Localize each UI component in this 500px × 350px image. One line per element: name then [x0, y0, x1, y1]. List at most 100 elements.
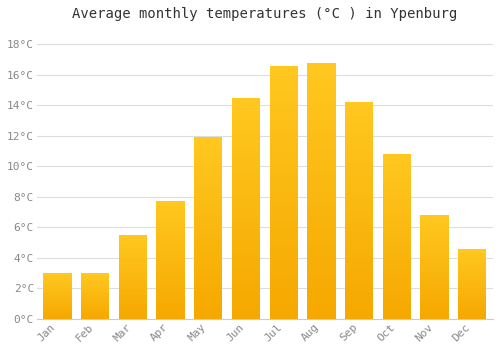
Bar	[382, 293, 411, 296]
Bar	[118, 253, 147, 255]
Bar	[270, 121, 298, 126]
Bar	[118, 235, 147, 319]
Bar	[118, 260, 147, 262]
Bar	[270, 81, 298, 86]
Bar	[44, 278, 72, 279]
Bar	[270, 152, 298, 157]
Bar	[308, 216, 336, 222]
Bar	[420, 252, 448, 254]
Bar	[345, 146, 374, 150]
Bar	[382, 302, 411, 306]
Bar	[118, 302, 147, 304]
Bar	[420, 244, 448, 246]
Bar	[44, 279, 72, 280]
Bar	[308, 262, 336, 268]
Bar	[458, 306, 486, 308]
Bar	[118, 259, 147, 260]
Bar	[458, 257, 486, 259]
Bar	[44, 288, 72, 289]
Bar	[118, 304, 147, 306]
Bar	[308, 114, 336, 119]
Bar	[458, 261, 486, 263]
Bar	[270, 147, 298, 152]
Bar	[308, 283, 336, 288]
Bar	[44, 309, 72, 310]
Bar	[156, 316, 184, 319]
Bar	[458, 310, 486, 312]
Bar	[156, 206, 184, 209]
Bar	[270, 91, 298, 96]
Bar	[81, 303, 110, 304]
Bar	[156, 253, 184, 255]
Bar	[44, 275, 72, 276]
Bar	[44, 316, 72, 317]
Bar	[420, 302, 448, 304]
Bar	[270, 187, 298, 192]
Bar	[118, 242, 147, 243]
Bar	[270, 299, 298, 304]
Bar	[308, 211, 336, 216]
Bar	[81, 317, 110, 318]
Bar	[156, 281, 184, 284]
Bar	[458, 254, 486, 256]
Bar	[270, 273, 298, 278]
Bar	[458, 282, 486, 284]
Bar	[308, 314, 336, 319]
Bar	[458, 253, 486, 254]
Bar	[81, 298, 110, 299]
Bar	[270, 136, 298, 142]
Bar	[118, 295, 147, 297]
Bar	[345, 120, 374, 124]
Bar	[156, 262, 184, 265]
Bar	[156, 234, 184, 237]
Bar	[382, 227, 411, 230]
Bar	[458, 281, 486, 282]
Bar	[118, 277, 147, 279]
Bar	[420, 315, 448, 317]
Bar	[194, 137, 222, 319]
Bar	[232, 195, 260, 199]
Bar	[308, 109, 336, 114]
Bar	[232, 297, 260, 301]
Bar	[232, 98, 260, 102]
Bar	[194, 155, 222, 159]
Bar	[81, 288, 110, 289]
Bar	[420, 292, 448, 294]
Bar	[232, 226, 260, 230]
Bar	[232, 186, 260, 191]
Bar	[458, 267, 486, 268]
Bar	[194, 293, 222, 297]
Bar	[345, 102, 374, 319]
Bar	[458, 316, 486, 317]
Bar	[345, 172, 374, 176]
Bar	[308, 140, 336, 145]
Bar	[156, 258, 184, 260]
Bar	[156, 216, 184, 218]
Bar	[81, 312, 110, 313]
Bar	[232, 279, 260, 284]
Bar	[232, 314, 260, 319]
Bar	[44, 286, 72, 287]
Bar	[270, 314, 298, 319]
Bar	[308, 63, 336, 319]
Bar	[270, 172, 298, 177]
Bar	[458, 278, 486, 280]
Bar	[420, 223, 448, 225]
Bar	[308, 145, 336, 150]
Bar	[44, 285, 72, 286]
Bar	[156, 312, 184, 314]
Bar	[270, 238, 298, 243]
Bar	[44, 287, 72, 288]
Bar	[81, 293, 110, 294]
Bar	[156, 295, 184, 298]
Bar	[270, 202, 298, 208]
Bar	[458, 260, 486, 261]
Bar	[345, 189, 374, 193]
Bar	[308, 299, 336, 303]
Bar	[420, 228, 448, 230]
Bar	[194, 268, 222, 272]
Bar	[156, 213, 184, 216]
Bar	[420, 273, 448, 275]
Bar	[458, 313, 486, 315]
Bar	[118, 245, 147, 247]
